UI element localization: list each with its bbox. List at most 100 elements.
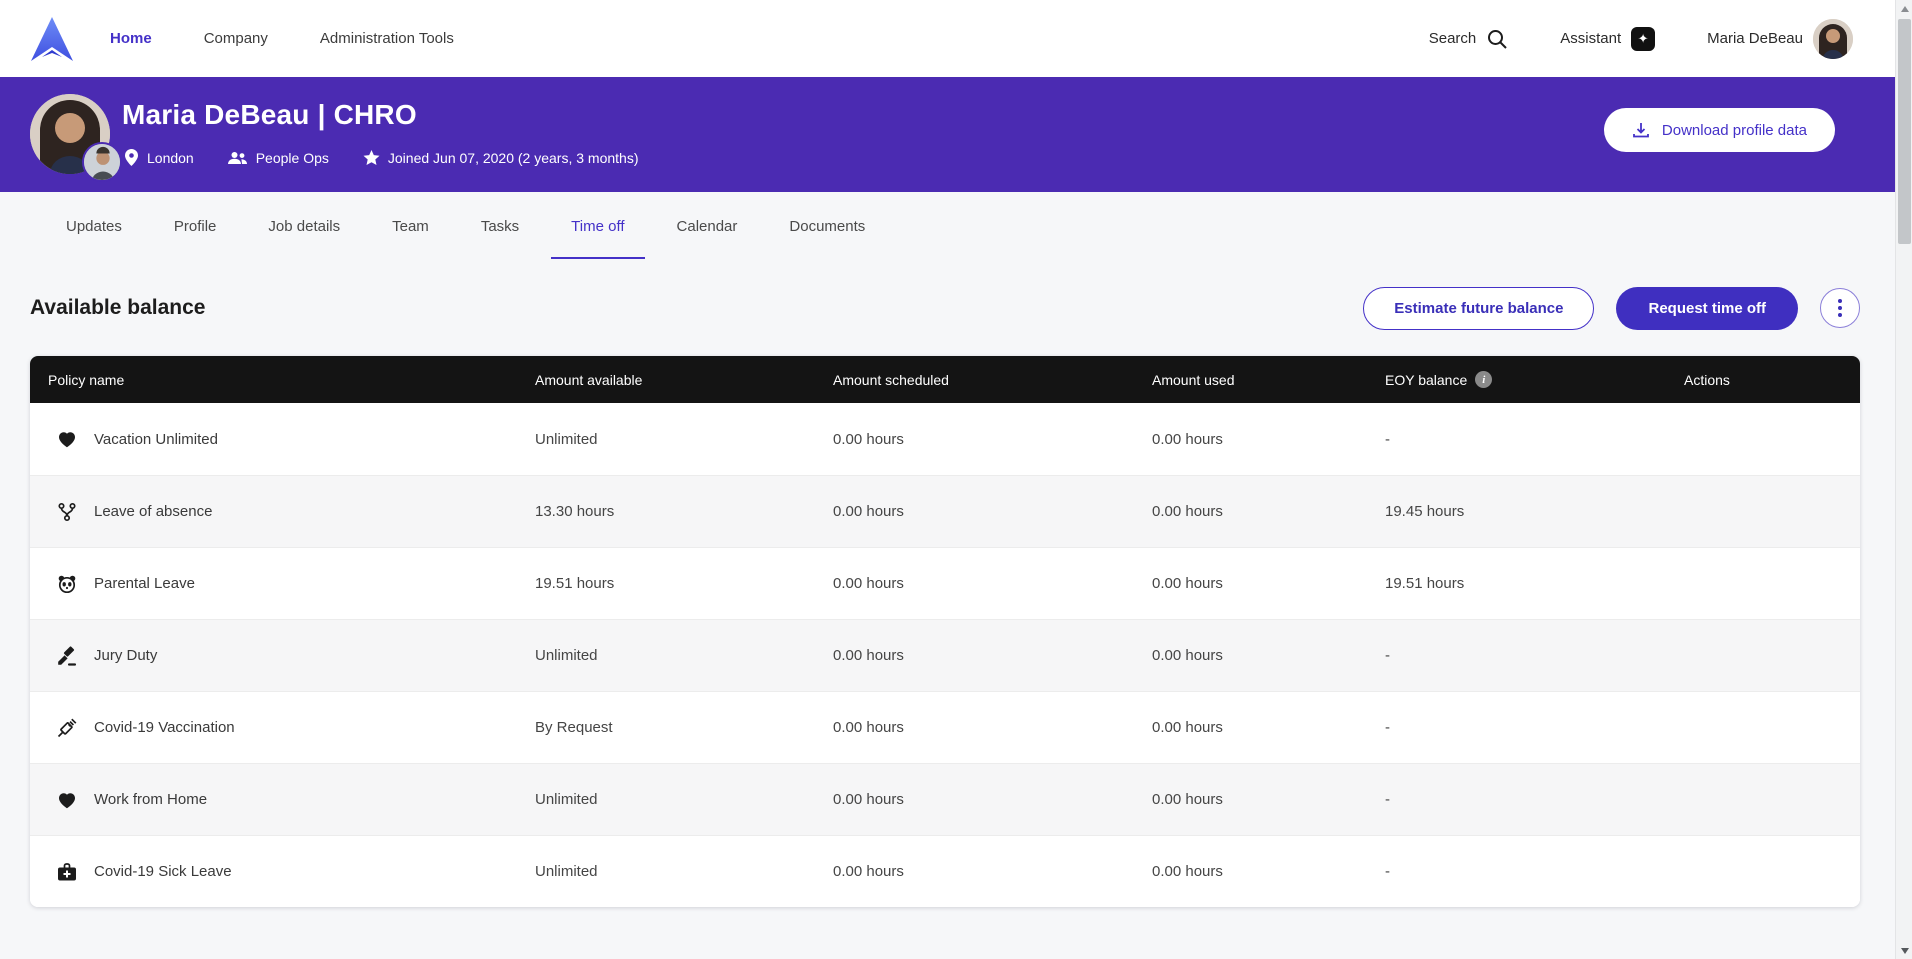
table-row[interactable]: Covid-19 Vaccination By Request 0.00 hou… <box>30 691 1860 763</box>
amount-scheduled-value: 0.00 hours <box>833 430 904 448</box>
estimate-future-balance-button[interactable]: Estimate future balance <box>1363 286 1595 330</box>
policy-name: Parental Leave <box>94 575 195 592</box>
search-button[interactable]: Search <box>1429 28 1509 50</box>
amount-used-value: 0.00 hours <box>1152 791 1223 808</box>
download-icon <box>1633 123 1649 138</box>
policy-name: Leave of absence <box>94 503 213 520</box>
section-actions: Estimate future balance Request time off <box>1363 286 1860 330</box>
scroll-up-icon[interactable] <box>1896 0 1912 17</box>
tab-team[interactable]: Team <box>392 217 429 235</box>
eoy-balance-value: 19.51 hours <box>1385 575 1465 592</box>
main-nav: Home Company Administration Tools <box>110 30 454 47</box>
medical-bag-icon <box>56 861 78 883</box>
amount-scheduled-value: 0.00 hours <box>833 575 904 592</box>
amount-available-value: Unlimited <box>535 430 598 448</box>
department-item: People Ops <box>227 149 329 166</box>
col-amount-scheduled: Amount scheduled <box>833 371 949 388</box>
amount-available-value: 13.30 hours <box>535 503 615 520</box>
amount-scheduled-value: 0.00 hours <box>833 863 904 880</box>
section-title: Available balance <box>30 296 206 319</box>
department-label: People Ops <box>255 149 329 166</box>
download-label: Download profile data <box>1661 121 1807 139</box>
available-balance-section-head: Available balance Estimate future balanc… <box>30 285 1860 331</box>
top-nav-right: Search Assistant ✦ Maria DeBeau <box>1391 18 1853 59</box>
amount-available-value: Unlimited <box>535 791 598 808</box>
amount-used-value: 0.00 hours <box>1152 430 1223 448</box>
amount-used-value: 0.00 hours <box>1152 575 1223 592</box>
table-row[interactable]: Jury Duty Unlimited 0.00 hours 0.00 hour… <box>30 619 1860 691</box>
nav-item-company[interactable]: Company <box>203 30 268 47</box>
tab-job-details[interactable]: Job details <box>268 217 341 235</box>
table-body: Vacation Unlimited Unlimited 0.00 hours … <box>30 403 1860 907</box>
assistant-label: Assistant <box>1560 30 1622 47</box>
profile-avatar-group[interactable] <box>30 94 130 190</box>
balance-table: Policy name Amount available Amount sche… <box>30 356 1860 907</box>
branch-icon <box>56 501 78 523</box>
eoy-balance-value: - <box>1385 430 1390 448</box>
nav-item-administration-tools[interactable]: Administration Tools <box>319 30 454 47</box>
page-title: Maria DeBeau | CHRO <box>122 99 417 130</box>
table-row[interactable]: Vacation Unlimited Unlimited 0.00 hours … <box>30 403 1860 475</box>
amount-used-value: 0.00 hours <box>1152 719 1223 736</box>
table-row[interactable]: Covid-19 Sick Leave Unlimited 0.00 hours… <box>30 835 1860 907</box>
user-name: Maria DeBeau <box>1707 30 1803 47</box>
app-logo-icon[interactable] <box>30 16 74 62</box>
eoy-balance-value: - <box>1385 863 1390 880</box>
policy-name: Covid-19 Vaccination <box>94 719 235 736</box>
tab-calendar[interactable]: Calendar <box>676 217 738 235</box>
tab-profile[interactable]: Profile <box>173 217 217 235</box>
policy-name: Work from Home <box>94 791 208 808</box>
eoy-balance-value: - <box>1385 791 1390 808</box>
user-avatar <box>1813 18 1853 59</box>
info-icon[interactable]: i <box>1475 371 1493 388</box>
amount-used-value: 0.00 hours <box>1152 863 1223 880</box>
col-policy-name: Policy name <box>48 371 125 388</box>
col-amount-available: Amount available <box>535 371 643 388</box>
table-row[interactable]: Parental Leave 19.51 hours 0.00 hours 0.… <box>30 547 1860 619</box>
heart-icon <box>56 789 78 811</box>
eoy-balance-value: - <box>1385 647 1390 664</box>
nav-item-home[interactable]: Home <box>110 30 152 47</box>
eoy-balance-value: - <box>1385 719 1390 736</box>
tab-documents[interactable]: Documents <box>789 217 866 235</box>
policy-name: Jury Duty <box>94 647 158 664</box>
amount-available-value: By Request <box>535 719 613 736</box>
col-actions: Actions <box>1684 371 1730 388</box>
profile-meta: London People Ops Joined Jun 07, 2020 (2… <box>124 149 638 166</box>
people-group-icon <box>227 151 247 164</box>
download-profile-data-button[interactable]: Download profile data <box>1603 108 1835 152</box>
scrollbar-thumb[interactable] <box>1898 19 1911 244</box>
employee-avatar <box>30 94 110 174</box>
panda-icon <box>56 573 78 595</box>
location-item: London <box>124 149 194 166</box>
joined-label: Joined Jun 07, 2020 (2 years, 3 months) <box>387 149 639 166</box>
table-row[interactable]: Work from Home Unlimited 0.00 hours 0.00… <box>30 763 1860 835</box>
assistant-button[interactable]: Assistant ✦ <box>1560 26 1656 51</box>
table-row[interactable]: Leave of absence 13.30 hours 0.00 hours … <box>30 475 1860 547</box>
syringe-icon <box>56 717 78 739</box>
assistant-sparkle-icon: ✦ <box>1631 26 1656 51</box>
request-time-off-button[interactable]: Request time off <box>1616 286 1798 330</box>
vertical-scrollbar[interactable] <box>1895 0 1912 959</box>
amount-available-value: 19.51 hours <box>535 575 615 592</box>
location-pin-icon <box>125 149 138 166</box>
policy-name: Vacation Unlimited <box>94 430 218 448</box>
policy-name: Covid-19 Sick Leave <box>94 863 232 880</box>
star-icon <box>363 149 380 165</box>
more-options-button[interactable] <box>1820 288 1860 328</box>
amount-used-value: 0.00 hours <box>1152 503 1223 520</box>
search-label: Search <box>1428 30 1477 47</box>
col-amount-used: Amount used <box>1152 371 1235 388</box>
tab-time-off[interactable]: Time off <box>545 194 650 259</box>
amount-scheduled-value: 0.00 hours <box>833 503 904 520</box>
scroll-down-icon[interactable] <box>1896 942 1912 959</box>
tab-updates[interactable]: Updates <box>66 217 122 235</box>
eoy-balance-value: 19.45 hours <box>1385 503 1465 520</box>
tab-tasks[interactable]: Tasks <box>480 217 520 235</box>
profile-header: Maria DeBeau | CHRO London People Ops Jo… <box>0 77 1895 192</box>
top-nav: Home Company Administration Tools Search… <box>0 0 1895 77</box>
gavel-icon <box>56 645 78 667</box>
location-label: London <box>147 149 194 166</box>
user-menu[interactable]: Maria DeBeau <box>1707 18 1853 59</box>
manager-avatar <box>82 142 122 182</box>
